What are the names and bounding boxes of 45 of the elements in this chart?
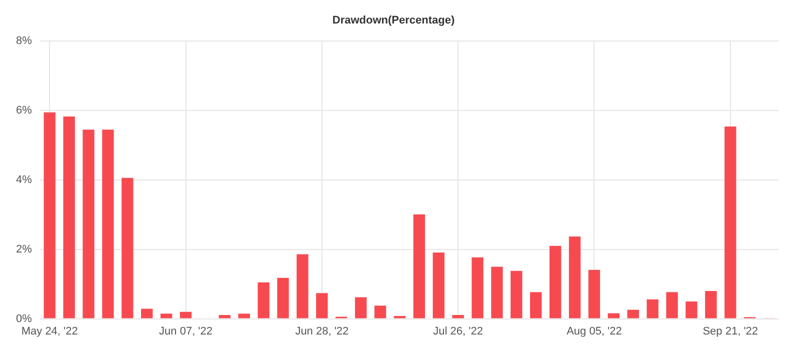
y-tick-label: 4%	[16, 174, 32, 186]
bar	[646, 299, 658, 318]
bar	[666, 292, 678, 318]
bar	[549, 246, 562, 318]
bar	[141, 308, 153, 318]
bar	[491, 266, 503, 318]
x-tick-label: Aug 05, '22	[566, 325, 622, 338]
bar	[316, 293, 328, 318]
x-tick-label: Jul 26, '22	[433, 325, 483, 338]
bar	[180, 312, 192, 318]
y-tick-label: 0%	[16, 312, 32, 325]
bar	[238, 314, 250, 318]
bar	[472, 257, 484, 318]
bar	[413, 214, 426, 318]
bar	[258, 282, 270, 318]
y-tick-label: 2%	[16, 243, 32, 256]
bar	[686, 301, 698, 318]
x-tick-label: May 24, '22	[21, 325, 78, 338]
bar	[530, 292, 542, 318]
bar	[627, 310, 639, 318]
bar	[102, 130, 114, 318]
bar	[568, 236, 581, 318]
bar	[354, 297, 367, 318]
bar	[160, 314, 172, 318]
y-tick-label: 8%	[16, 35, 32, 48]
bar	[432, 252, 444, 318]
chart-title: Drawdown(Percentage)	[332, 14, 455, 27]
x-tick-label: Sep 21, '22	[702, 325, 758, 338]
bar	[122, 178, 134, 318]
y-tick-label: 6%	[16, 104, 32, 117]
bar	[218, 314, 231, 318]
bar	[277, 278, 289, 318]
bar	[82, 130, 94, 318]
bar	[452, 314, 464, 318]
x-tick-label: Jun 28, '22	[295, 325, 349, 338]
bar	[296, 254, 308, 318]
bar	[510, 270, 522, 318]
bar	[608, 313, 620, 318]
bar	[588, 270, 600, 318]
bar	[63, 116, 75, 318]
bar	[374, 306, 386, 318]
x-tick-label: Jun 07, '22	[159, 325, 213, 338]
bar	[724, 126, 736, 318]
bar	[705, 291, 717, 318]
bar	[44, 112, 56, 318]
